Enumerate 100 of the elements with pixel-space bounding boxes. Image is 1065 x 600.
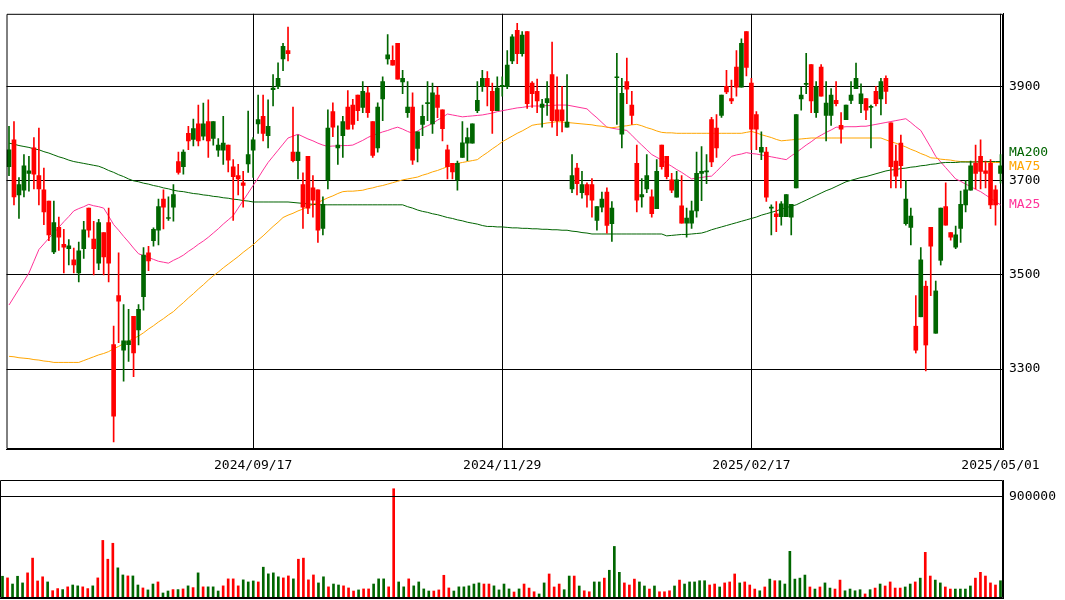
bar [648, 588, 651, 598]
bar [327, 586, 330, 598]
bar [382, 578, 385, 598]
bar [773, 580, 777, 598]
bar [607, 569, 611, 598]
bar [412, 585, 416, 598]
bar [312, 574, 315, 598]
bar [748, 584, 752, 598]
bar [61, 589, 65, 598]
bar [623, 582, 626, 598]
candlestick [639, 178, 645, 208]
bar [582, 590, 586, 598]
bar [984, 575, 987, 598]
bar [437, 589, 441, 598]
bar [66, 586, 70, 598]
bar [256, 581, 260, 598]
bar [587, 591, 591, 598]
bar [56, 588, 59, 598]
bar [357, 589, 360, 598]
bar [271, 572, 275, 598]
bar [738, 582, 742, 598]
bar [678, 579, 681, 598]
bar [236, 585, 240, 598]
bar [893, 587, 897, 598]
bar [251, 580, 255, 598]
bar [362, 588, 365, 598]
bar [954, 588, 957, 598]
bar [71, 584, 75, 598]
bar [994, 584, 997, 598]
bar [903, 586, 907, 598]
bar [959, 588, 962, 598]
bar [698, 580, 701, 598]
bar [713, 583, 716, 598]
x-tick-label: 2024/09/17 [214, 457, 293, 473]
bar [703, 580, 706, 598]
series-label: MA200 [1009, 144, 1049, 160]
bar [377, 578, 380, 598]
bar [683, 583, 686, 598]
bar [768, 578, 772, 598]
x-tick-label: 2025/05/01 [961, 457, 1040, 473]
candlestick [240, 171, 246, 208]
bar [332, 583, 335, 598]
bar [618, 571, 621, 598]
bar [898, 587, 902, 598]
bar [96, 577, 100, 598]
bar [913, 581, 917, 598]
bar [16, 575, 19, 598]
bar [733, 573, 737, 598]
bar [287, 575, 290, 598]
bar [693, 581, 696, 598]
bar [36, 580, 39, 598]
bar [668, 590, 671, 598]
bar [743, 581, 747, 598]
bar [106, 558, 110, 598]
candlestick [803, 52, 809, 95]
bar [417, 581, 421, 598]
bar [21, 582, 24, 598]
bar [974, 577, 977, 598]
bar [653, 585, 656, 598]
series-label: MA75 [1009, 158, 1041, 174]
bar [562, 589, 566, 598]
bar [297, 558, 300, 598]
y-tick-label: 3300 [1009, 360, 1041, 376]
bar [613, 546, 616, 598]
series-label: MA25 [1009, 196, 1041, 212]
candlestick [91, 220, 97, 276]
bar [663, 591, 666, 598]
bar [938, 582, 942, 598]
y-tick-label: 3900 [1009, 78, 1041, 94]
bar [643, 585, 646, 598]
bar [979, 571, 982, 598]
bar [41, 576, 44, 598]
candlestick [614, 52, 620, 125]
bar [282, 577, 285, 598]
bar [944, 586, 947, 598]
bar [708, 584, 711, 598]
bar [572, 575, 576, 598]
bar [718, 586, 721, 598]
bar [567, 575, 571, 598]
candlestick [624, 57, 630, 104]
x-tick-label: 2024/11/29 [463, 457, 542, 473]
bar [427, 590, 431, 598]
bar [402, 586, 406, 598]
bar [51, 590, 54, 598]
bar [86, 588, 90, 598]
bar [292, 578, 295, 598]
bar [928, 575, 932, 598]
bar [753, 588, 757, 598]
bar [592, 581, 596, 598]
bar [11, 583, 14, 598]
bar [933, 579, 937, 598]
bar [577, 585, 581, 598]
bar [673, 585, 676, 598]
x-tick-label: 2025/02/17 [712, 457, 791, 473]
bar [557, 583, 561, 598]
bar [6, 577, 9, 598]
y-tick-label: 3500 [1009, 266, 1041, 282]
bar [658, 591, 661, 598]
bar [758, 590, 762, 598]
candlestick [773, 201, 779, 232]
